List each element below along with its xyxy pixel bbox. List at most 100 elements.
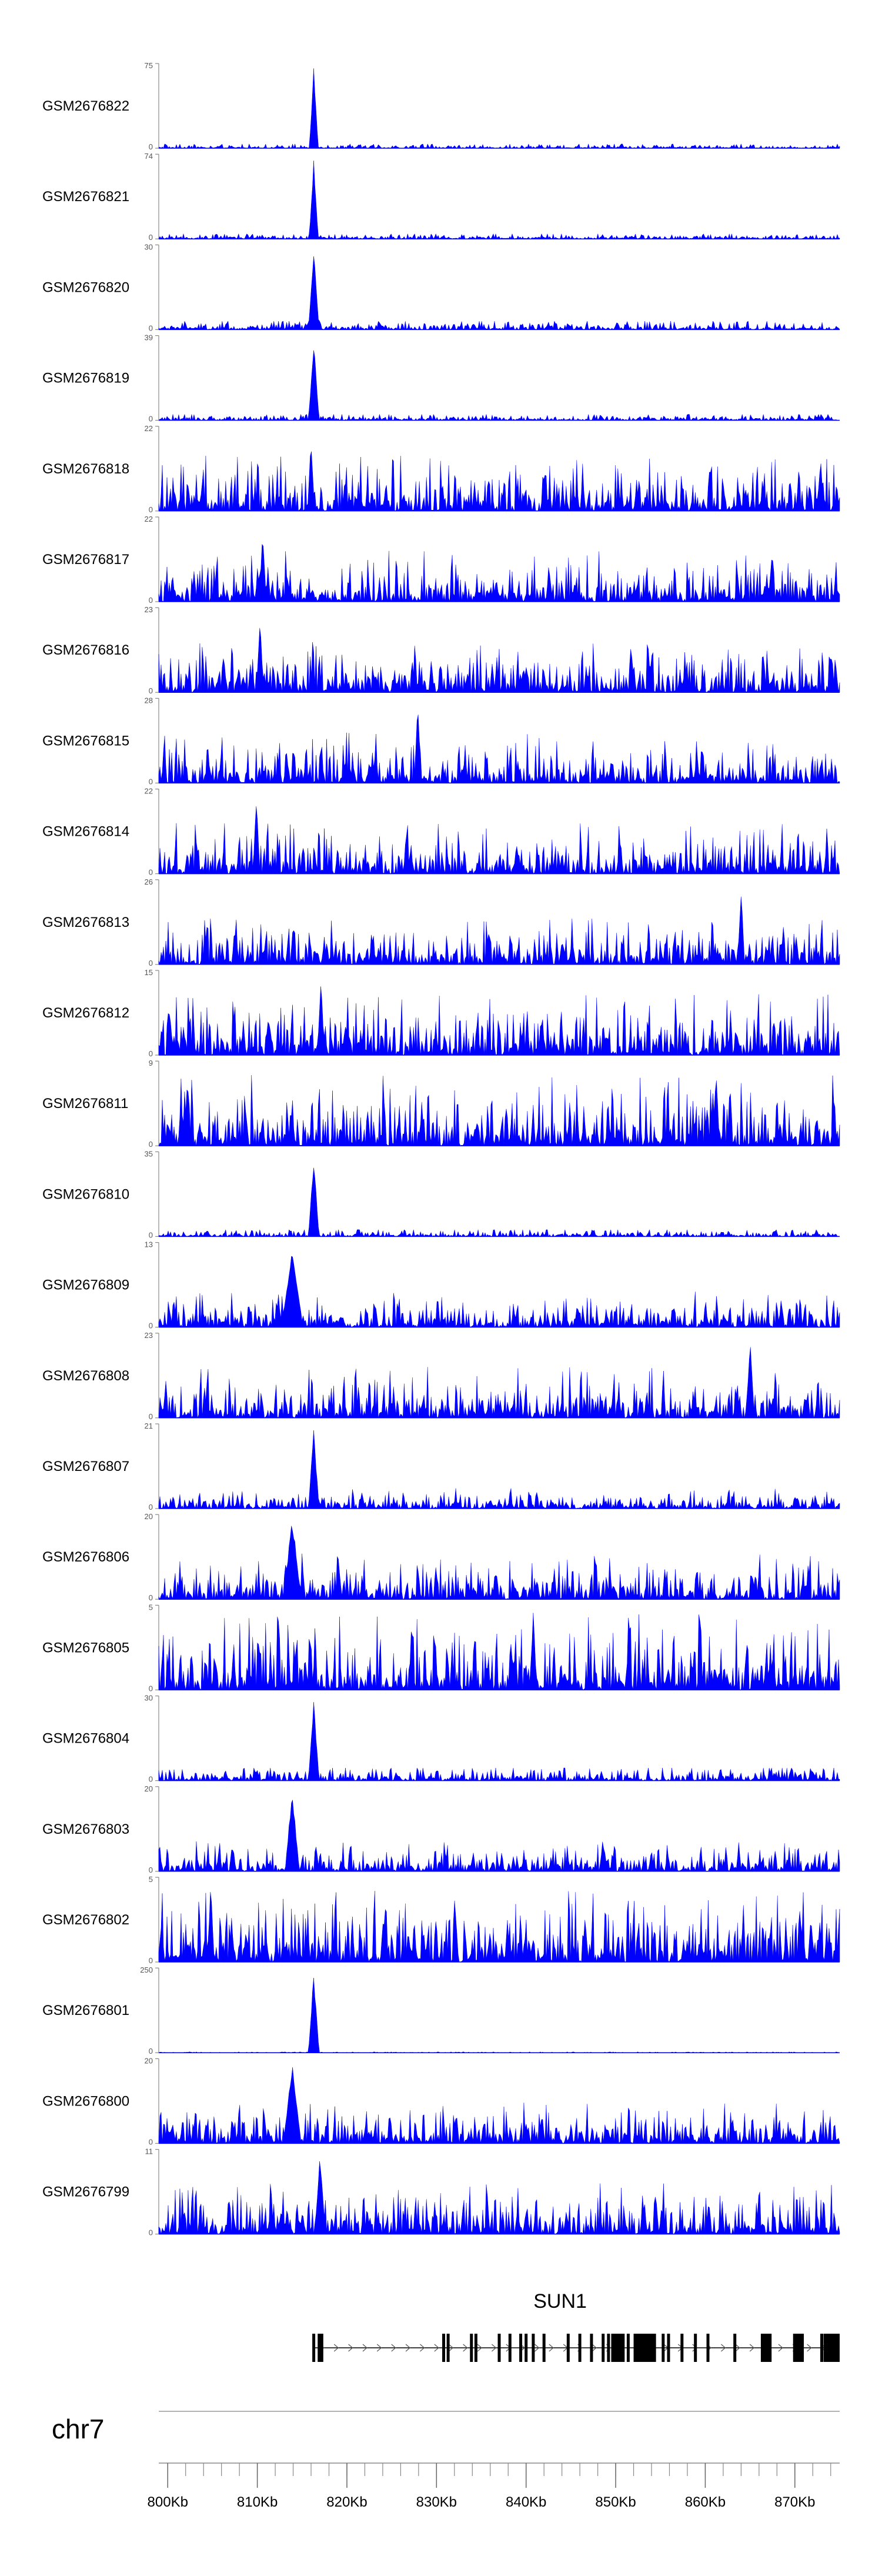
y-max-label: 22 — [145, 515, 153, 523]
gene-exon — [694, 2334, 697, 2362]
gene-exon — [607, 2334, 610, 2362]
y-min-label: 0 — [149, 686, 153, 695]
track-gsm2676821: GSM2676821 74 0 — [42, 152, 840, 242]
track-label: GSM2676816 — [42, 642, 129, 658]
gene-exon — [474, 2334, 477, 2362]
gene-exon — [633, 2334, 656, 2362]
track-label: GSM2676808 — [42, 1368, 129, 1384]
track-gsm2676809: GSM2676809 13 0 — [42, 1240, 840, 1330]
signal-area — [158, 1977, 840, 2053]
gene-exon — [706, 2334, 710, 2362]
y-max-label: 13 — [145, 1240, 153, 1249]
strand-chevron — [534, 2344, 540, 2352]
strand-chevron — [721, 2344, 726, 2352]
track-label: GSM2676810 — [42, 1186, 129, 1202]
gene-exon — [733, 2334, 737, 2362]
y-max-label: 30 — [145, 242, 153, 251]
y-min-label: 0 — [149, 1684, 153, 1693]
y-max-label: 20 — [145, 1512, 153, 1521]
gene-exon — [508, 2334, 512, 2362]
gene-track: SUN1 — [312, 2290, 840, 2362]
strand-chevron — [592, 2344, 597, 2352]
y-min-label: 0 — [149, 1049, 153, 1058]
y-min-label: 0 — [149, 777, 153, 786]
y-min-label: 0 — [149, 1593, 153, 1602]
track-gsm2676812: GSM2676812 15 0 — [42, 968, 840, 1058]
gene-exon — [442, 2334, 446, 2362]
y-max-label: 39 — [145, 333, 153, 342]
track-label: GSM2676799 — [42, 2184, 129, 2200]
track-label: GSM2676822 — [42, 98, 129, 114]
gene-exon — [662, 2334, 665, 2362]
axis-tick-label: 810Kb — [237, 2494, 278, 2510]
y-max-label: 5 — [149, 1603, 153, 1611]
track-label: GSM2676819 — [42, 371, 129, 386]
y-min-label: 0 — [149, 505, 153, 514]
y-max-label: 22 — [145, 424, 153, 433]
track-label: GSM2676812 — [42, 1005, 129, 1021]
track-gsm2676803: GSM2676803 20 0 — [42, 1784, 840, 1874]
strand-chevron — [778, 2344, 783, 2352]
y-min-label: 0 — [149, 2047, 153, 2056]
y-max-label: 20 — [145, 2056, 153, 2065]
signal-area — [158, 1891, 840, 1963]
strand-chevron — [420, 2344, 425, 2352]
y-max-label: 75 — [145, 61, 153, 70]
y-min-label: 0 — [149, 1956, 153, 1965]
gene-exon — [578, 2334, 582, 2362]
strand-chevron — [549, 2344, 554, 2352]
track-label: GSM2676800 — [42, 2093, 129, 2109]
gene-exon — [320, 2334, 323, 2362]
gene-exon — [823, 2334, 840, 2362]
gene-exon — [566, 2334, 570, 2362]
track-gsm2676801: GSM2676801 250 0 — [42, 1966, 840, 2056]
gene-exon — [602, 2334, 605, 2362]
signal-area — [158, 715, 840, 784]
signal-tracks: GSM2676822750GSM2676821740GSM2676820300G… — [42, 61, 840, 2237]
signal-area — [158, 1256, 840, 1328]
strand-chevron — [333, 2344, 339, 2352]
y-min-label: 0 — [149, 142, 153, 151]
gene-exon — [312, 2334, 316, 2362]
signal-area — [158, 161, 840, 240]
gene-exon — [590, 2334, 593, 2362]
strand-chevron — [405, 2344, 411, 2352]
y-min-label: 0 — [149, 1866, 153, 1874]
gene-exon — [470, 2334, 473, 2362]
signal-area — [158, 806, 840, 875]
y-max-label: 74 — [145, 152, 153, 161]
signal-area — [158, 68, 840, 149]
track-gsm2676804: GSM2676804 30 0 — [42, 1694, 840, 1784]
track-label: GSM2676817 — [42, 552, 129, 568]
signal-area — [158, 350, 840, 421]
y-min-label: 0 — [149, 868, 153, 877]
gene-exon — [497, 2334, 501, 2362]
y-max-label: 9 — [149, 1059, 153, 1067]
strand-chevron — [491, 2344, 497, 2352]
signal-area — [158, 2067, 840, 2144]
signal-area — [158, 896, 840, 965]
y-min-label: 0 — [149, 233, 153, 242]
track-gsm2676805: GSM2676805 5 0 — [42, 1603, 840, 1693]
gene-exon — [680, 2334, 684, 2362]
y-min-label: 0 — [149, 1775, 153, 1784]
y-min-label: 0 — [149, 1322, 153, 1330]
track-gsm2676806: GSM2676806 20 0 — [42, 1512, 840, 1602]
signal-area — [158, 1075, 840, 1146]
y-min-label: 0 — [149, 1230, 153, 1239]
track-gsm2676808: GSM2676808 23 0 — [42, 1331, 840, 1421]
y-min-label: 0 — [149, 1140, 153, 1149]
strand-chevron — [807, 2344, 812, 2352]
track-gsm2676807: GSM2676807 21 0 — [42, 1422, 840, 1511]
signal-area — [158, 1613, 840, 1691]
y-max-label: 21 — [145, 1422, 153, 1430]
track-label: GSM2676815 — [42, 733, 129, 749]
genome-axis: chr7 800Kb 810Kb 820Kb 830Kb 840Kb 850Kb 860Kb 8… — [52, 2411, 840, 2510]
signal-area — [158, 1800, 840, 1872]
track-gsm2676820: GSM2676820 30 0 — [42, 242, 840, 332]
signal-area — [158, 2161, 840, 2234]
y-max-label: 15 — [145, 968, 153, 977]
y-min-label: 0 — [149, 415, 153, 423]
track-label: GSM2676821 — [42, 189, 129, 205]
